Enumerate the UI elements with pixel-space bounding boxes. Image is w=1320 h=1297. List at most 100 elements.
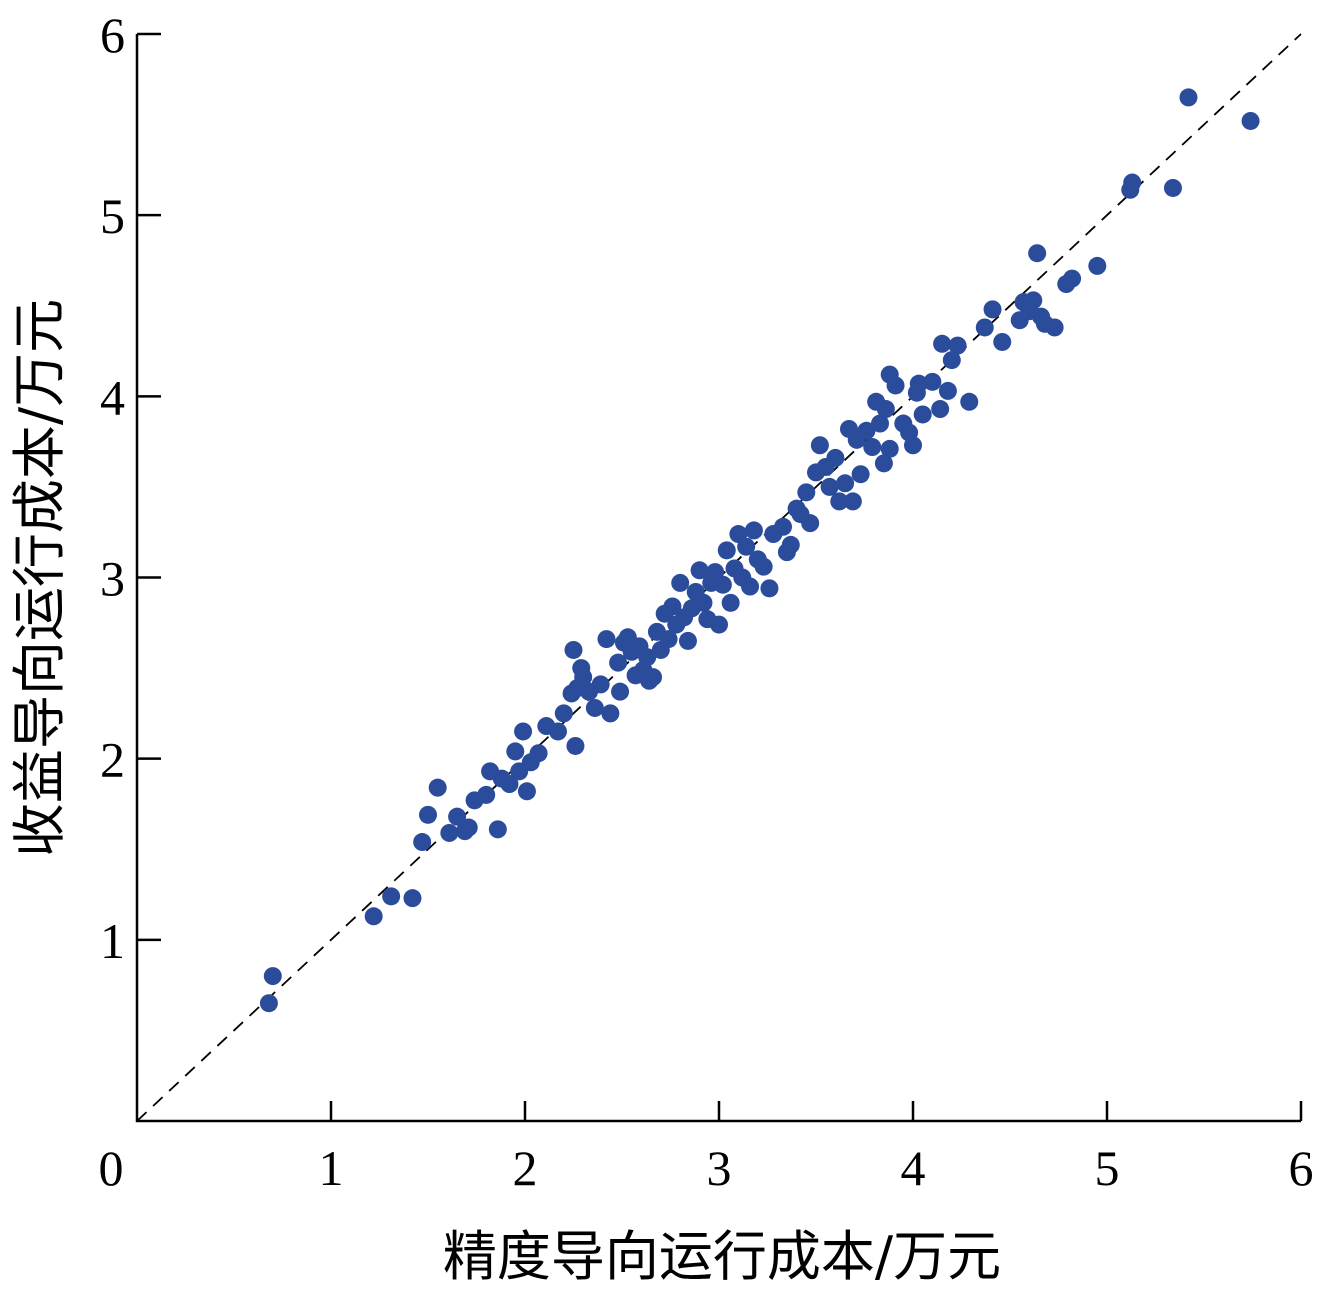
data-point [904,436,922,455]
data-point [830,492,849,511]
data-point [564,640,583,659]
y-tick-label: 4 [100,369,125,425]
y-axis-title: 收益导向运行成本/万元 [8,299,71,857]
y-tick-label: 6 [100,7,125,63]
y-tick-label: 3 [100,551,125,607]
data-point [548,722,567,741]
data-point [477,785,496,804]
data-point [671,573,690,592]
x-tick-label: 5 [1095,1140,1120,1196]
data-point [886,376,905,395]
data-point [942,351,961,370]
data-point [863,438,882,457]
data-point [760,579,779,598]
data-point [820,477,839,496]
data-point [591,675,610,694]
data-point [713,575,732,594]
data-point [574,668,593,687]
data-point [880,439,899,458]
data-point [737,537,756,556]
data-point [694,593,713,612]
x-tick-label: 4 [901,1140,926,1196]
data-point [609,653,628,672]
data-point [797,483,816,502]
y-tick-label: 1 [100,913,125,969]
data-point [774,517,793,536]
data-point [983,300,1002,319]
data-point [1163,178,1182,197]
data-point [993,332,1012,351]
data-point [1088,256,1107,275]
data-point [514,722,533,741]
data-point [566,736,585,755]
x-tick-label: 2 [513,1140,538,1196]
data-point [710,615,728,634]
data-point [754,557,773,576]
y-tick-label: 5 [100,188,125,244]
data-point [1241,111,1260,130]
data-point [428,778,447,797]
data-point [876,400,895,419]
x-tick-label: 3 [707,1140,732,1196]
data-point [678,631,697,650]
data-point [500,775,519,794]
data-point [529,744,548,763]
data-point [601,704,620,723]
data-point [403,889,422,908]
data-point [413,833,432,852]
data-point [781,535,800,554]
x-axis-ticks: 0 1 2 3 4 5 6 [99,1101,1314,1196]
data-point [744,521,763,540]
plot-area [136,33,1302,1122]
data-point [801,514,820,533]
axes: 0 1 2 3 4 5 6 1 2 3 4 5 6 [99,7,1314,1196]
data-point [585,698,604,717]
data-point [874,454,893,473]
data-point [851,465,870,484]
x-axis-title: 精度导向运行成本/万元 [443,1225,1001,1288]
data-point [741,577,760,596]
data-point [1123,173,1142,192]
data-point [382,887,401,906]
data-point [659,630,678,649]
data-point [440,823,459,842]
data-point [826,448,845,467]
data-point [1063,269,1082,288]
x-tick-label: 6 [1289,1140,1314,1196]
data-point [611,682,630,701]
data-point [448,807,467,826]
data-point [948,336,967,355]
data-point [259,994,278,1013]
data-point [836,474,855,493]
data-point [597,630,616,649]
data-point [857,421,876,440]
data-point [717,541,736,560]
y-axis-ticks: 1 2 3 4 5 6 [100,7,161,969]
data-point [909,374,928,393]
data-point [960,392,979,411]
data-point [810,436,829,455]
data-point [975,318,994,337]
data-point [721,593,740,612]
data-point [638,648,657,667]
data-point [690,561,709,580]
data-point [1028,244,1047,263]
data-point [1024,291,1043,310]
data-point [843,492,862,511]
data-point [933,334,952,353]
x-tick-label: 1 [319,1140,344,1196]
data-point [263,967,282,986]
data-point [419,805,437,824]
data-point [488,820,507,839]
data-point [506,742,525,761]
data-point [1179,88,1198,107]
data-point [938,381,957,400]
data-point [923,372,942,391]
data-point [871,414,890,433]
data-point [663,597,682,616]
data-point [913,405,932,424]
x-tick-label: 0 [99,1140,124,1196]
data-point [364,907,383,926]
data-point [517,782,536,801]
